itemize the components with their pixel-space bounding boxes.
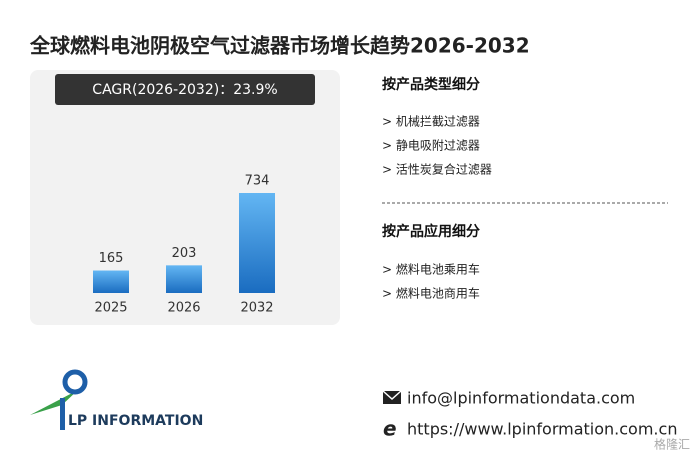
- bar: [93, 270, 129, 293]
- x-tick-label: 2025: [94, 301, 127, 316]
- value-label: 734: [245, 174, 270, 189]
- cagr-label: CAGR(2026-2032)：23.9%: [92, 82, 277, 98]
- logo: LP INFORMATION: [30, 369, 203, 430]
- bar-group: 165 2025 203 2026 734 2032: [93, 174, 275, 316]
- logo-swoosh: [30, 390, 78, 415]
- segment-title: 按产品类型细分: [382, 76, 480, 93]
- segment-item: > 活性炭复合过滤器: [382, 162, 492, 177]
- segment-item: > 静电吸附过滤器: [382, 139, 480, 153]
- segment-item: > 机械拦截过滤器: [382, 114, 480, 129]
- logo-ring: [62, 369, 88, 395]
- logo-text: LP INFORMATION: [68, 413, 203, 429]
- watermark: 格隆汇: [654, 437, 690, 452]
- segment-item: > 燃料电池商用车: [382, 286, 480, 301]
- value-label: 165: [99, 251, 124, 266]
- segments: 按产品类型细分 > 机械拦截过滤器 > 静电吸附过滤器 > 活性炭复合过滤器按产品应用…: [382, 76, 492, 301]
- segment-item: > 燃料电池乘用车: [382, 262, 480, 277]
- email-icon-flap: [382, 390, 402, 401]
- x-tick-label: 2026: [167, 301, 200, 316]
- bar: [166, 265, 202, 293]
- cagr-box: [55, 74, 315, 105]
- segment-title: 按产品应用细分: [382, 223, 480, 240]
- web-icon: e: [383, 417, 397, 441]
- email: info@lpinformationdata.com: [407, 389, 635, 408]
- bar: [239, 193, 275, 293]
- value-label: 203: [172, 246, 197, 261]
- website: https://www.lpinformation.com.cn: [407, 420, 677, 439]
- x-tick-label: 2032: [240, 301, 273, 316]
- logo-bar: [60, 398, 65, 430]
- chart-title: 全球燃料电池阴极空气过滤器市场增长趋势2026-2032: [29, 34, 530, 58]
